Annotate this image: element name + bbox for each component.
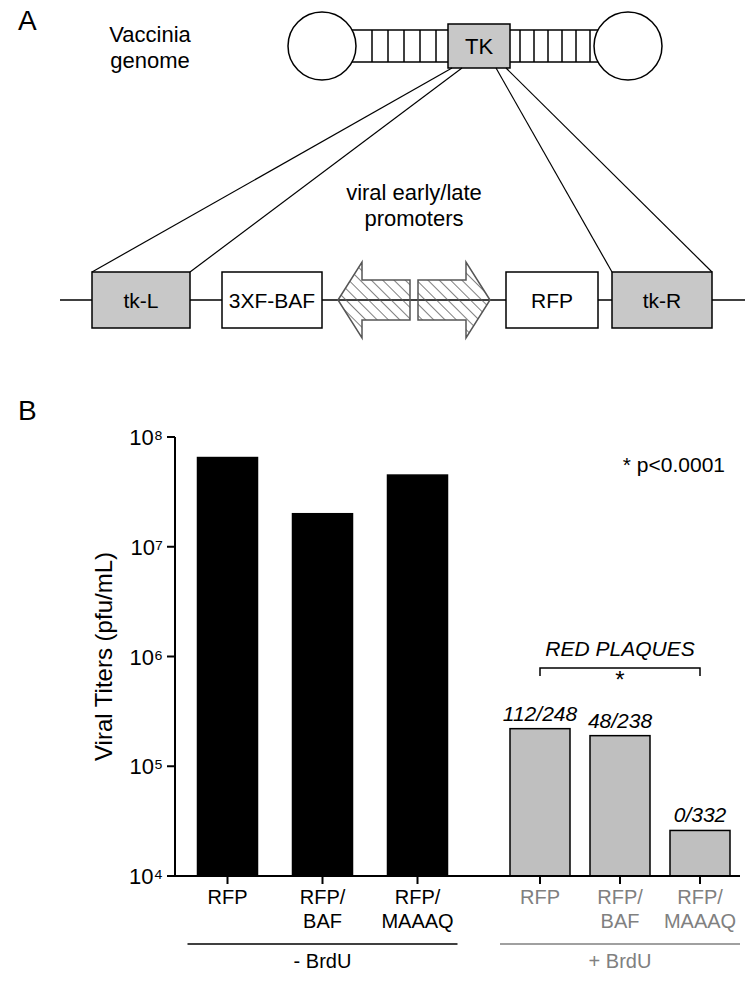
x-tick bbox=[417, 876, 419, 884]
construct-element bbox=[92, 272, 190, 328]
element-label: 3XF-BAF bbox=[229, 289, 315, 312]
base-pair bbox=[561, 30, 563, 62]
base-pair bbox=[519, 30, 521, 62]
x-tick bbox=[619, 876, 621, 884]
y-tick bbox=[167, 436, 175, 438]
zoom-line bbox=[190, 68, 462, 272]
construct-element bbox=[506, 272, 598, 328]
x-tick bbox=[322, 876, 324, 884]
bar bbox=[198, 458, 258, 876]
y-axis-label: Viral Titers (pfu/mL) bbox=[90, 552, 117, 761]
x-tick-label: RFP/BAF bbox=[300, 886, 346, 932]
y-tick-label: 10⁸ bbox=[129, 425, 163, 450]
base-pair bbox=[435, 30, 437, 62]
genome-loop bbox=[594, 12, 662, 80]
zoom-line bbox=[92, 68, 452, 272]
bar-annotation: 48/238 bbox=[588, 709, 653, 732]
bracket-label: RED PLAQUES bbox=[545, 637, 694, 660]
promoter-arrow bbox=[338, 262, 410, 338]
genome-loop bbox=[288, 12, 356, 80]
base-pair bbox=[533, 30, 535, 62]
x-tick-label: RFP/MAAAQ bbox=[381, 886, 453, 932]
bars bbox=[198, 458, 731, 876]
x-tick bbox=[539, 876, 541, 884]
promoter-label: viral early/latepromoters bbox=[346, 180, 482, 231]
bar-annotation: 112/248 bbox=[503, 702, 578, 725]
significance-mark: * bbox=[615, 666, 624, 693]
base-pair bbox=[547, 30, 549, 62]
group-line bbox=[500, 943, 740, 945]
figure: A Vacciniagenome TK tk-L 3XF-BAF RFP tk-R viral… bbox=[0, 0, 752, 988]
group-label: + BrdU bbox=[589, 950, 652, 972]
base-pair bbox=[589, 30, 591, 62]
promoter-arrow bbox=[418, 262, 490, 338]
x-tick bbox=[699, 876, 701, 884]
bar bbox=[590, 736, 650, 876]
panel-label: A bbox=[18, 5, 37, 36]
y-tick-label: 10⁵ bbox=[129, 754, 163, 779]
construct-element bbox=[612, 272, 712, 328]
bar bbox=[388, 475, 448, 876]
base-pair bbox=[403, 30, 405, 62]
tk-box bbox=[448, 24, 510, 68]
element-label: tk-R bbox=[643, 289, 682, 312]
base-pair bbox=[371, 30, 373, 62]
x-axis bbox=[175, 875, 740, 877]
x-tick bbox=[227, 876, 229, 884]
construct-element bbox=[222, 272, 322, 328]
x-tick-label: RFP bbox=[208, 886, 248, 908]
bar-annotation: 0/332 bbox=[674, 803, 727, 826]
zoom-line bbox=[496, 68, 612, 272]
bar bbox=[510, 729, 570, 876]
element-label: tk-L bbox=[123, 289, 158, 312]
element-label: RFP bbox=[531, 289, 573, 312]
group-label: - BrdU bbox=[294, 950, 352, 972]
note: * p<0.0001 bbox=[623, 453, 725, 476]
y-tick bbox=[167, 765, 175, 767]
y-tick-label: 10⁶ bbox=[129, 645, 163, 670]
panel-label: B bbox=[18, 395, 37, 426]
y-tick bbox=[167, 546, 175, 548]
y-tick bbox=[167, 656, 175, 658]
zoom-line bbox=[506, 68, 712, 272]
y-tick-label: 10⁴ bbox=[129, 864, 163, 889]
x-tick-label: RFP/MAAAQ bbox=[664, 886, 736, 932]
gene-label: TK bbox=[465, 34, 493, 59]
base-pair bbox=[419, 30, 421, 62]
y-tick-label: 10⁷ bbox=[131, 535, 163, 560]
x-tick-label: RFP bbox=[520, 886, 560, 908]
x-tick-label: RFP/BAF bbox=[597, 886, 643, 932]
group-line bbox=[188, 943, 458, 945]
base-pair bbox=[387, 30, 389, 62]
bar bbox=[293, 514, 353, 876]
base-pair bbox=[575, 30, 577, 62]
y-tick bbox=[167, 875, 175, 877]
genome-label: Vacciniagenome bbox=[109, 22, 191, 73]
bar bbox=[670, 830, 730, 876]
